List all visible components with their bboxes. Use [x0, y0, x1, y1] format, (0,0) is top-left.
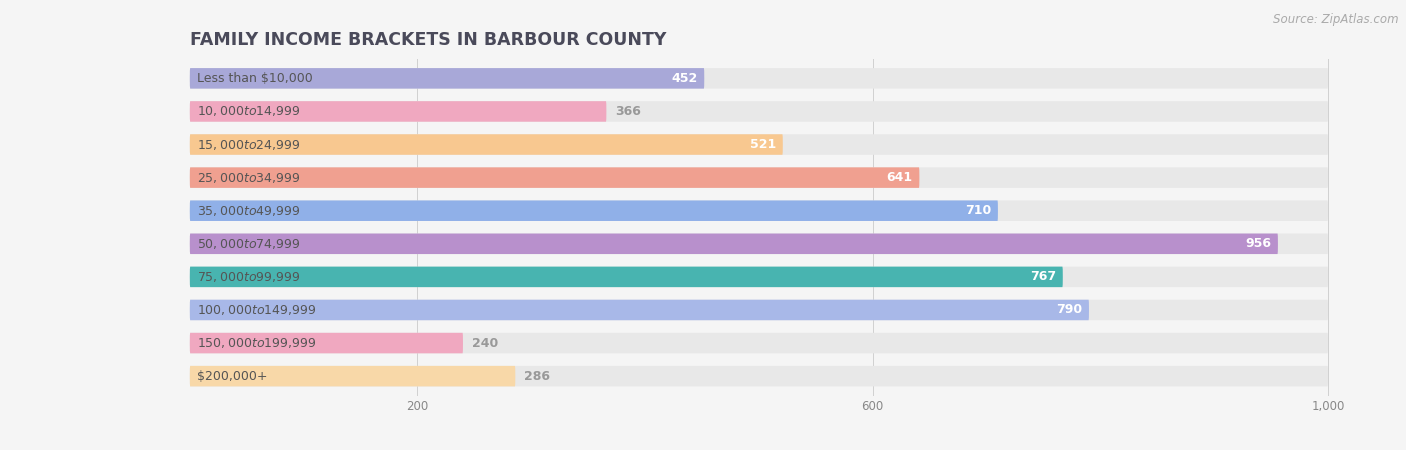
Text: 286: 286	[524, 369, 550, 382]
Text: 956: 956	[1246, 237, 1271, 250]
FancyBboxPatch shape	[190, 366, 516, 387]
FancyBboxPatch shape	[190, 300, 1090, 320]
Text: $50,000 to $74,999: $50,000 to $74,999	[197, 237, 299, 251]
FancyBboxPatch shape	[190, 68, 1329, 89]
Text: $200,000+: $200,000+	[197, 369, 267, 382]
Text: $100,000 to $149,999: $100,000 to $149,999	[197, 303, 316, 317]
FancyBboxPatch shape	[190, 300, 1329, 320]
Text: $150,000 to $199,999: $150,000 to $199,999	[197, 336, 316, 350]
Text: Less than $10,000: Less than $10,000	[197, 72, 312, 85]
FancyBboxPatch shape	[190, 366, 1329, 387]
FancyBboxPatch shape	[190, 134, 1329, 155]
Text: 366: 366	[616, 105, 641, 118]
FancyBboxPatch shape	[190, 266, 1329, 287]
FancyBboxPatch shape	[190, 333, 463, 353]
FancyBboxPatch shape	[190, 167, 920, 188]
FancyBboxPatch shape	[190, 200, 1329, 221]
FancyBboxPatch shape	[190, 68, 704, 89]
Text: 767: 767	[1029, 270, 1056, 284]
Text: $10,000 to $14,999: $10,000 to $14,999	[197, 104, 299, 118]
Text: 641: 641	[886, 171, 912, 184]
FancyBboxPatch shape	[190, 234, 1278, 254]
Text: 790: 790	[1056, 303, 1083, 316]
FancyBboxPatch shape	[190, 134, 783, 155]
FancyBboxPatch shape	[190, 101, 1329, 122]
Text: FAMILY INCOME BRACKETS IN BARBOUR COUNTY: FAMILY INCOME BRACKETS IN BARBOUR COUNTY	[190, 31, 666, 49]
FancyBboxPatch shape	[190, 167, 1329, 188]
Text: $25,000 to $34,999: $25,000 to $34,999	[197, 171, 299, 184]
Text: $15,000 to $24,999: $15,000 to $24,999	[197, 138, 299, 152]
FancyBboxPatch shape	[190, 234, 1329, 254]
Text: $35,000 to $49,999: $35,000 to $49,999	[197, 204, 299, 218]
FancyBboxPatch shape	[190, 266, 1063, 287]
Text: $75,000 to $99,999: $75,000 to $99,999	[197, 270, 299, 284]
Text: Source: ZipAtlas.com: Source: ZipAtlas.com	[1274, 14, 1399, 27]
FancyBboxPatch shape	[190, 101, 606, 122]
FancyBboxPatch shape	[190, 333, 1329, 353]
Text: 240: 240	[472, 337, 498, 350]
Text: 710: 710	[965, 204, 991, 217]
FancyBboxPatch shape	[190, 200, 998, 221]
Text: 452: 452	[671, 72, 697, 85]
Text: 521: 521	[749, 138, 776, 151]
